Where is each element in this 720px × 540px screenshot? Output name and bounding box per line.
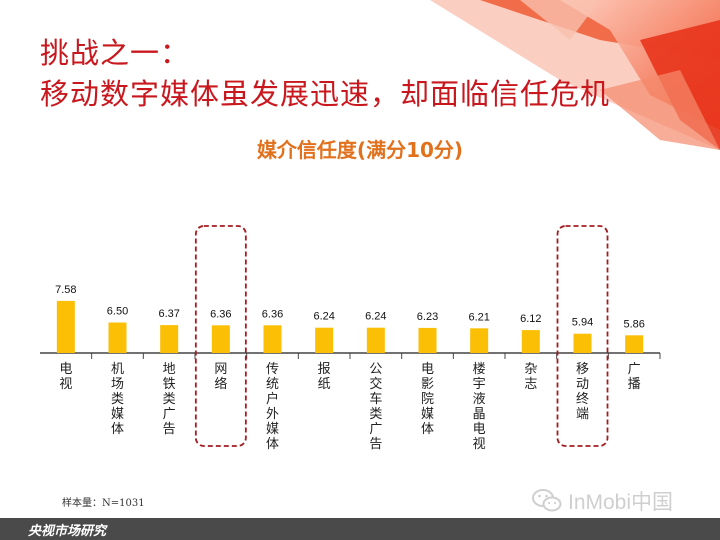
value-label: 6.12 (520, 313, 541, 325)
value-label: 6.23 (417, 311, 438, 323)
category-label: 传统户外媒体 (265, 362, 279, 452)
category-label: 地铁类广告 (162, 362, 176, 437)
highlight-box (194, 225, 247, 447)
footer-text: 央视市场研究 (28, 524, 107, 539)
category-label: 电影院媒体 (420, 362, 434, 437)
bar-电视 (56, 300, 75, 353)
value-label: 6.36 (210, 308, 231, 320)
watermark: InMobi中国 (532, 486, 673, 516)
category-label: 报纸 (317, 362, 331, 392)
value-label: 5.94 (572, 317, 593, 329)
highlight-box (556, 225, 609, 447)
slide-title-line1: 挑战之一： (40, 36, 191, 70)
value-label: 6.24 (365, 311, 386, 323)
bar-电影院媒体 (418, 327, 437, 353)
category-label: 机场类媒体 (110, 362, 124, 437)
bar-报纸 (315, 327, 334, 353)
bar-移动终端 (573, 333, 592, 353)
bar-杂志 (521, 330, 540, 353)
slide-title-line2: 移动数字媒体虽发展迅速，却面临信任危机 (40, 77, 611, 111)
bar-地铁类广告 (160, 325, 179, 353)
value-label: 6.36 (262, 308, 283, 320)
value-label: 6.24 (313, 311, 334, 323)
bar-公交车类广告 (366, 327, 385, 353)
sample-size-note: 样本量：N=1031 (62, 498, 145, 509)
watermark-text: InMobi中国 (568, 491, 674, 514)
footer-bar: 央视市场研究 (0, 518, 720, 540)
bar-传统户外媒体 (263, 325, 282, 353)
bar-楼宇液晶电视 (470, 328, 489, 353)
category-label: 网络 (214, 362, 228, 392)
category-label: 杂志 (524, 362, 538, 392)
bar-机场类媒体 (108, 322, 127, 353)
category-label: 公交车类广告 (369, 362, 383, 452)
bar-广播 (625, 335, 644, 353)
bar-网络 (211, 325, 230, 353)
value-label: 6.37 (158, 308, 179, 320)
category-label: 电视 (59, 362, 73, 392)
chart-title: 媒介信任度(满分10分) (256, 138, 464, 162)
value-label: 5.86 (623, 318, 644, 330)
category-label: 楼宇液晶电视 (472, 362, 486, 452)
value-label: 7.58 (55, 284, 76, 296)
category-label: 广播 (627, 362, 641, 392)
value-label: 6.21 (468, 311, 489, 323)
value-label: 6.50 (107, 306, 128, 318)
category-label: 移动终端 (575, 362, 589, 422)
wechat-icon (532, 489, 562, 512)
